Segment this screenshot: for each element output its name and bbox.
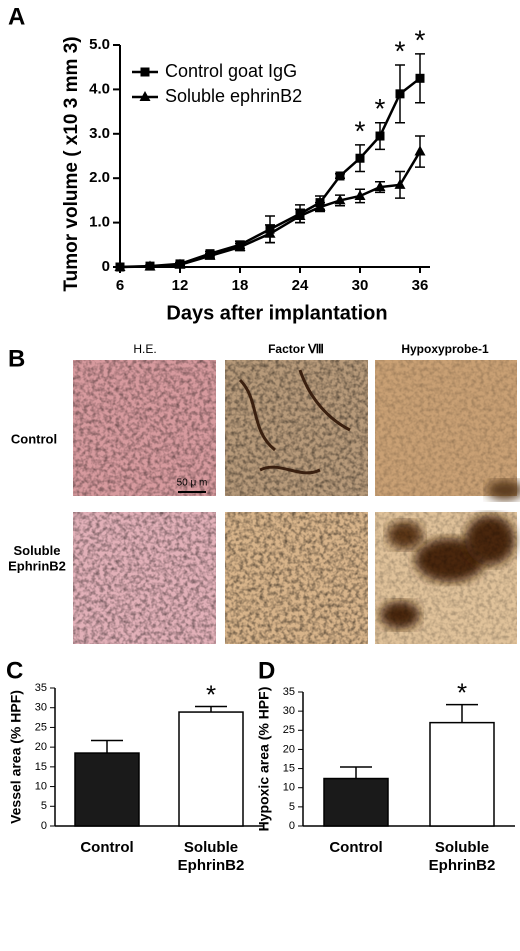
y-tick-label: 20 (283, 743, 295, 755)
y-tick-label: 3.0 (89, 125, 110, 142)
micrograph (225, 360, 368, 496)
row-label: Soluble EphrinB2 (8, 543, 66, 574)
data-point (114, 261, 126, 271)
y-tick-label: 35 (35, 682, 47, 694)
x-tick-label: Control (329, 839, 382, 856)
data-point (415, 73, 425, 83)
y-tick-label: 1.0 (89, 214, 110, 231)
x-tick-label: Soluble EphrinB2 (429, 839, 496, 874)
x-tick-label: Soluble EphrinB2 (178, 839, 245, 874)
legend-marker (140, 67, 150, 77)
micrograph (73, 512, 216, 644)
row-label: Control (11, 431, 57, 446)
y-tick-label: 10 (35, 780, 47, 792)
y-tick-label: 35 (283, 686, 295, 698)
y-tick-label: 30 (283, 705, 295, 717)
y-axis-label: Hypoxic area (% HPF) (256, 687, 272, 832)
panel-label: B (8, 345, 25, 372)
data-point (374, 181, 386, 192)
micrograph (225, 512, 368, 644)
x-tick-label: 24 (292, 277, 309, 294)
x-tick-label: Control (80, 839, 133, 856)
significance-mark: * (375, 93, 386, 124)
panel-label: A (8, 3, 25, 30)
y-tick-label: 30 (35, 702, 47, 714)
x-tick-label: 18 (232, 277, 249, 294)
bar (178, 711, 244, 827)
column-header: Factor Ⅷ (268, 342, 324, 356)
data-point (314, 201, 326, 212)
legend-marker (139, 91, 151, 101)
error-bar (195, 705, 227, 713)
data-point (354, 189, 366, 200)
x-axis-label: Days after implantation (166, 302, 387, 324)
data-point (294, 209, 306, 220)
error-bar (446, 703, 478, 723)
y-axis-label: Tumor volume ( x10 3 mm 3) (61, 36, 82, 291)
panel-label: C (6, 657, 23, 684)
significance-mark: * (415, 24, 426, 55)
y-tick-label: 15 (283, 762, 295, 774)
x-tick-label: 6 (116, 277, 124, 294)
data-point (394, 178, 406, 189)
legend-label: Control goat IgG (165, 61, 297, 81)
data-point (174, 258, 186, 269)
significance-mark: * (206, 679, 216, 709)
y-axis-label: Vessel area (% HPF) (8, 690, 24, 824)
y-tick-label: 5.0 (89, 36, 110, 53)
data-point (234, 241, 246, 252)
significance-mark: * (457, 678, 467, 708)
y-tick-label: 25 (283, 724, 295, 736)
data-point (204, 249, 216, 260)
y-tick-label: 2.0 (89, 169, 110, 186)
y-tick-label: 0 (102, 258, 110, 275)
y-tick-label: 15 (35, 761, 47, 773)
column-header: H.E. (133, 342, 156, 356)
data-point (264, 227, 276, 238)
y-tick-label: 0 (41, 820, 47, 832)
error-bar (91, 739, 123, 754)
data-point (375, 131, 385, 141)
x-tick-label: 12 (172, 277, 189, 294)
series-line (119, 150, 422, 269)
y-tick-label: 10 (283, 782, 295, 794)
panel-b: B H.E. Factor Ⅷ Hypoxyprobe-1 Control So… (8, 342, 520, 644)
bar (323, 777, 389, 827)
y-tick-label: 0 (289, 820, 295, 832)
data-point (334, 194, 346, 205)
y-tick-label: 5 (41, 800, 47, 812)
data-point (355, 153, 365, 163)
data-point (144, 260, 156, 271)
x-tick-label: 36 (412, 277, 429, 294)
y-tick-label: 4.0 (89, 80, 110, 97)
data-point (414, 145, 426, 156)
micrograph (375, 512, 517, 644)
data-point (395, 89, 405, 99)
legend-label: Soluble ephrinB2 (165, 86, 302, 106)
significance-mark: * (395, 35, 406, 66)
scale-bar-label: 50 μ m (177, 478, 208, 489)
error-bar (340, 766, 372, 779)
data-point (335, 171, 345, 181)
significance-mark: * (355, 115, 366, 146)
bar (429, 721, 495, 827)
y-tick-label: 25 (35, 721, 47, 733)
bar (74, 752, 140, 827)
y-tick-label: 20 (35, 741, 47, 753)
column-header: Hypoxyprobe-1 (401, 342, 489, 356)
y-tick-label: 5 (289, 801, 295, 813)
micrograph (375, 360, 520, 500)
panel-label: D (258, 657, 275, 684)
micrograph (73, 360, 216, 496)
x-tick-label: 30 (352, 277, 369, 294)
